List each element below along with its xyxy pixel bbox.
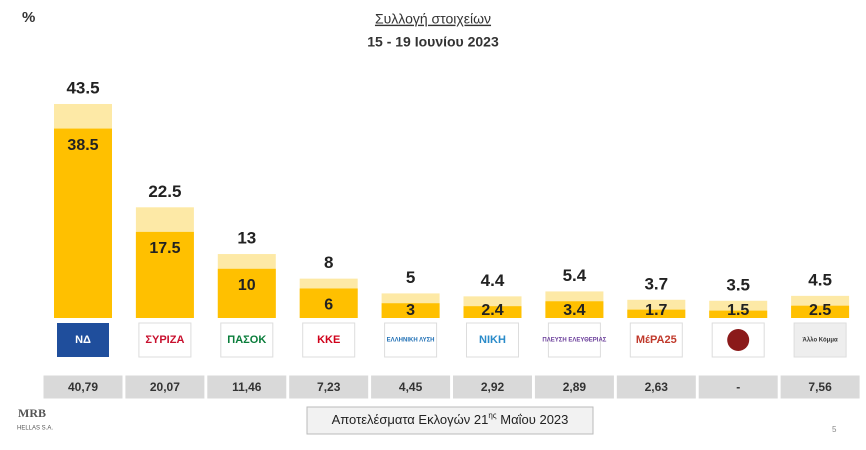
result-value: 7,23	[317, 380, 341, 394]
inner-label: 2.5	[809, 302, 831, 319]
result-cell	[615, 374, 697, 400]
inner-label: 1.5	[727, 302, 749, 319]
party-name: ΝΙΚΗ	[479, 334, 506, 346]
party-logo	[138, 322, 192, 358]
outer-label: 3.7	[644, 274, 668, 293]
brand: MRB	[18, 406, 46, 420]
inner-label: 10	[238, 277, 256, 294]
result-value: 7,56	[808, 380, 832, 394]
chart-subtitle: 15 - 19 Ιουνίου 2023	[367, 34, 499, 50]
outer-label: 13	[237, 229, 256, 248]
party-logo	[384, 322, 438, 358]
footer-box	[306, 406, 594, 435]
party-name: ΝΔ	[75, 334, 91, 346]
party-logo	[57, 323, 109, 357]
result-value: -	[736, 380, 740, 394]
party-logo	[547, 322, 601, 358]
inner-label: 3	[406, 302, 415, 319]
outer-label: 8	[324, 253, 333, 272]
inner-bar	[791, 305, 850, 318]
result-cell	[779, 374, 861, 400]
result-value: 4,45	[399, 380, 423, 394]
outer-label: 3.5	[726, 275, 750, 294]
inner-bar	[545, 301, 604, 318]
party-logo	[793, 322, 847, 358]
party-logo	[220, 322, 274, 358]
outer-label: 5	[406, 268, 415, 287]
inner-bar	[54, 128, 112, 318]
party-emblem	[727, 329, 750, 351]
inner-label: 2.4	[481, 302, 503, 319]
inner-bar	[299, 288, 358, 318]
result-cell	[42, 374, 124, 400]
outer-label: 5.4	[563, 266, 587, 285]
result-value: 2,92	[481, 380, 505, 394]
chart-title: Συλλογή στοιχείων	[375, 11, 491, 27]
page-number: 5	[832, 425, 837, 434]
inner-bar	[627, 309, 686, 318]
brand-sub: HELLAS S.A.	[17, 426, 53, 432]
result-cell	[124, 374, 206, 400]
party-name: ΠΑΣΟΚ	[227, 334, 266, 346]
inner-bar	[709, 310, 768, 318]
inner-label: 3.4	[563, 302, 585, 319]
result-cell	[206, 374, 288, 400]
inner-label: 1.7	[645, 302, 667, 319]
footer-superscript: ης	[488, 411, 496, 420]
party-logo	[302, 322, 356, 358]
party-name: ΕΛΛΗΝΙΚΗ ΛΥΣΗ	[387, 338, 435, 344]
footer: Αποτελέσματα Εκλογών 21ης Μαΐου 2023	[332, 411, 569, 427]
result-cell	[370, 374, 452, 400]
party-name: ΜέΡΑ25	[636, 334, 677, 346]
party-name: ΣΥΡΙΖΑ	[145, 334, 184, 346]
party-logo	[629, 322, 683, 358]
result-value: 2,63	[645, 380, 669, 394]
result-cell	[697, 374, 779, 400]
result-cell	[452, 374, 533, 400]
result-cell	[533, 374, 615, 400]
outer-label: 4.5	[808, 270, 832, 289]
party-name: ΚΚΕ	[317, 334, 340, 346]
party-name: Άλλο Κόμμα	[803, 338, 838, 344]
inner-label: 38.5	[67, 137, 98, 154]
inner-bar	[135, 231, 194, 318]
inner-label: 6	[324, 297, 333, 314]
inner-bar	[217, 268, 276, 318]
inner-bar	[463, 306, 522, 318]
result-value: 20,07	[150, 380, 180, 394]
outer-label: 43.5	[66, 78, 99, 97]
inner-label: 17.5	[149, 240, 180, 257]
outer-label: 4.4	[481, 271, 505, 290]
party-name: ΠΛΕΥΣΗ ΕΛΕΥΘΕΡΙΑΣ	[542, 338, 606, 344]
unit-label: %	[22, 9, 35, 26]
party-logo	[466, 322, 519, 358]
result-cell	[288, 374, 370, 400]
result-value: 2,89	[563, 380, 587, 394]
footer-text: Μαΐου 2023	[497, 412, 569, 427]
result-value: 11,46	[232, 380, 262, 394]
footer-text: Αποτελέσματα Εκλογών 21	[332, 412, 489, 427]
outer-label: 22.5	[148, 182, 181, 201]
result-value: 40,79	[68, 380, 98, 394]
inner-bar	[381, 303, 440, 318]
